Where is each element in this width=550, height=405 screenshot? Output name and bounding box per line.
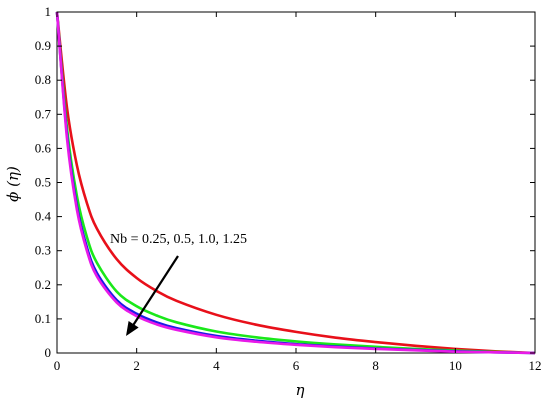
y-tick-label: 1: [45, 4, 52, 19]
y-tick-label: 0.7: [35, 106, 52, 121]
x-tick-label: 6: [293, 358, 300, 373]
annotation-arrow-shaft: [131, 255, 179, 328]
series-line-1: [55, 11, 536, 355]
y-tick-label: 0.1: [35, 311, 51, 326]
series-line-4: [55, 11, 536, 355]
annotation-arrow-head: [126, 320, 139, 336]
y-tick-label: 0.3: [35, 243, 51, 258]
y-tick-label: 0.9: [35, 38, 51, 53]
x-tick-label: 10: [449, 358, 462, 373]
y-tick-label: 0.6: [35, 140, 52, 155]
y-axis-label: ϕ (η): [4, 166, 22, 202]
x-tick-label: 2: [133, 358, 140, 373]
series-line-2: [55, 11, 536, 355]
x-tick-label: 4: [213, 358, 220, 373]
x-tick-label: 12: [529, 358, 542, 373]
x-tick-label: 8: [372, 358, 379, 373]
y-tick-label: 0: [45, 345, 52, 360]
y-tick-label: 0.5: [35, 175, 51, 190]
y-tick-label: 0.8: [35, 72, 51, 87]
x-axis-label: η: [296, 381, 305, 399]
x-tick-label: 0: [54, 358, 61, 373]
y-tick-label: 0.4: [35, 209, 52, 224]
y-tick-label: 0.2: [35, 277, 51, 292]
nb-annotation: Nb = 0.25, 0.5, 1.0, 1.25: [110, 232, 247, 247]
